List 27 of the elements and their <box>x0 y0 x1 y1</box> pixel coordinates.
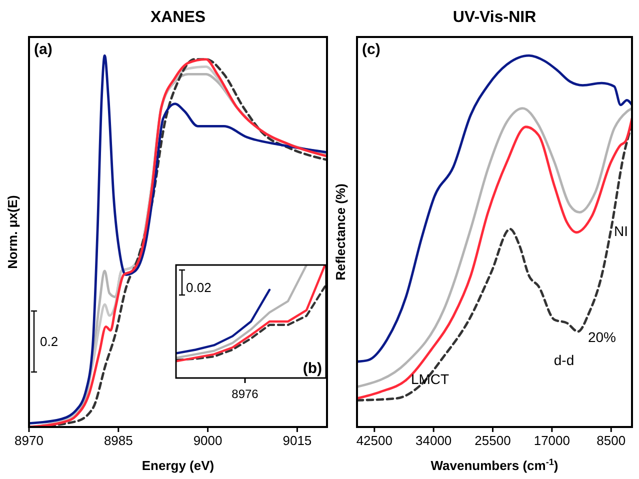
annotation: NI <box>614 223 628 239</box>
annotation: LMCT <box>410 371 450 387</box>
y-axis-title: Norm. μx(E) <box>5 195 20 269</box>
x-tick-label: 8500 <box>596 433 626 448</box>
x-axis-title: Wavenumbers (cm$^{-1}$) <box>430 457 558 473</box>
scale-bar: 0.2 <box>31 310 58 373</box>
x-tick-label: 17000 <box>534 433 570 448</box>
x-tick-label: 34000 <box>416 433 452 448</box>
annotation: 0.02 <box>186 280 212 295</box>
annotation: (b) <box>302 360 322 377</box>
chart-title: UV-Vis-NIR <box>452 9 537 26</box>
annotation: 20% <box>588 329 616 345</box>
annotation: (c) <box>362 41 380 58</box>
annotation: 8976 <box>232 387 259 401</box>
scale-bar: 0.02 <box>179 269 212 296</box>
x-tick-label: 8970 <box>14 433 44 448</box>
x-tick-label: 9015 <box>282 433 312 448</box>
x-tick-label: 9000 <box>193 433 222 448</box>
annotation: (a) <box>34 41 52 58</box>
annotation: d-d <box>554 352 574 368</box>
x-tick-label: 8985 <box>104 433 133 448</box>
x-tick-label: 25500 <box>474 433 511 448</box>
y-axis-title: Reflectance (%) <box>333 184 348 280</box>
chart-title: XANES <box>150 9 206 26</box>
x-tick-label: 42500 <box>356 433 392 448</box>
annotation: 0.2 <box>40 334 58 349</box>
x-axis-title: Energy (eV) <box>142 458 214 473</box>
